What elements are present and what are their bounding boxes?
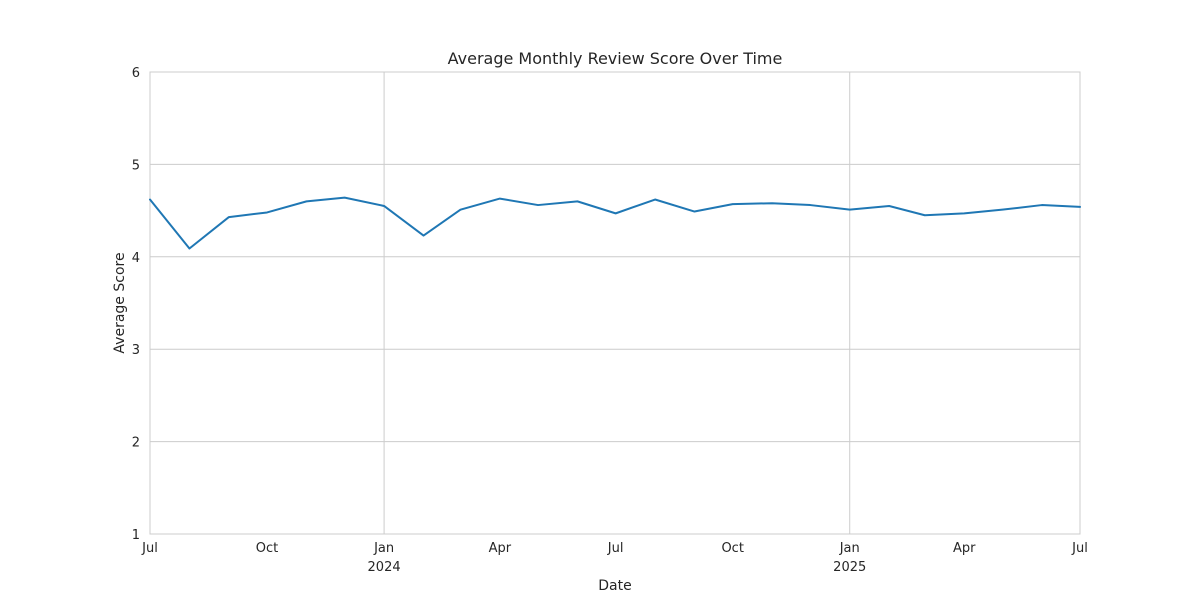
x-tick-label: Oct [256, 541, 278, 556]
x-tick-label: Jul [141, 541, 158, 556]
plot-frame [149, 71, 1081, 535]
y-tick-label: 6 [132, 66, 140, 81]
x-tick-label: Jan [839, 541, 860, 556]
x-tick-labels: Jul Oct Jan 2024 Apr Jul Oct Jan 2025 Apr Jul [141, 541, 1088, 575]
x-tick-label: Jan [373, 541, 394, 556]
x-tick-label: Oct [721, 541, 743, 556]
chart-title: Average Monthly Review Score Over Time [448, 49, 783, 68]
y-tick-label: 3 [132, 343, 140, 358]
y-axis-label: Average Score [112, 252, 128, 353]
x-tick-year-label: 2024 [368, 560, 401, 575]
y-tick-label: 5 [132, 158, 140, 173]
series-layer [149, 196, 1081, 250]
y-tick-labels: 1 2 3 4 5 6 [132, 66, 140, 543]
x-axis-label: Date [598, 578, 631, 594]
y-tick-label: 2 [132, 436, 140, 451]
y-tick-label: 1 [132, 528, 140, 543]
x-tick-year-label: 2025 [833, 560, 866, 575]
grid [150, 71, 1080, 535]
x-tick-label: Jul [607, 541, 624, 556]
y-tick-label: 4 [132, 251, 140, 266]
x-tick-label: Jul [1071, 541, 1088, 556]
series-line [149, 196, 1081, 250]
x-tick-label: Apr [953, 541, 976, 556]
x-tick-label: Apr [489, 541, 512, 556]
